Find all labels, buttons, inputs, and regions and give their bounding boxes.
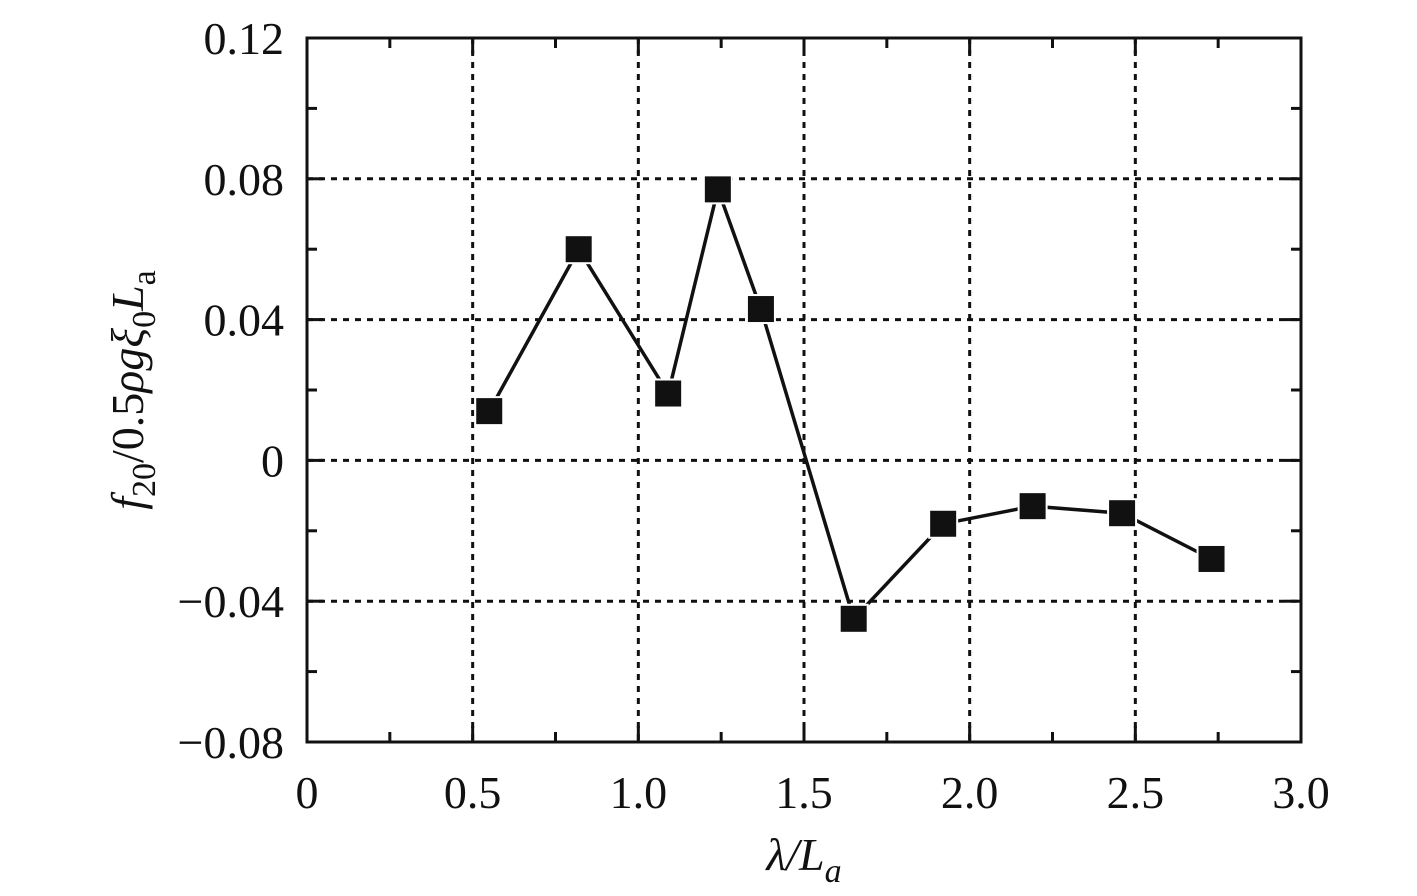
data-point-marker [745,294,776,325]
data-point-marker [474,396,505,427]
data-point-marker [838,603,869,634]
x-tick-label: 1.0 [610,767,668,818]
y-axis-label: f20/0.5ρgξ0La [102,270,163,510]
x-axis-label: λ/La [764,829,841,890]
x-tick-label: 0 [296,767,319,818]
y-tick-label: 0.08 [204,154,285,205]
x-tick-label: 2.5 [1107,767,1165,818]
axis-ticks [305,36,1303,744]
data-point-marker [928,508,959,539]
x-tick-label: 3.0 [1272,767,1330,818]
data-point-marker [1107,498,1138,529]
x-tick-labels: 0 0.5 1.0 1.5 2.0 2.5 3.0 [296,767,1330,818]
x-tick-label: 0.5 [444,767,502,818]
grid-lines [307,38,1301,742]
y-tick-label: −0.04 [178,576,284,627]
data-point-marker [1196,543,1227,574]
series-line [487,183,1213,623]
y-tick-label: 0.04 [204,295,285,346]
data-point-marker [563,234,594,265]
x-tick-label: 2.0 [941,767,999,818]
y-tick-label: −0.08 [178,717,284,768]
series-markers [474,174,1227,634]
data-point-marker [1017,491,1048,522]
x-tick-label: 1.5 [775,767,833,818]
data-point-marker [653,378,684,409]
y-tick-labels: −0.08 −0.04 0 0.04 0.08 0.12 [178,13,284,768]
y-tick-label: 0.12 [204,13,285,64]
y-tick-label: 0 [261,435,284,486]
data-point-marker [702,174,733,205]
